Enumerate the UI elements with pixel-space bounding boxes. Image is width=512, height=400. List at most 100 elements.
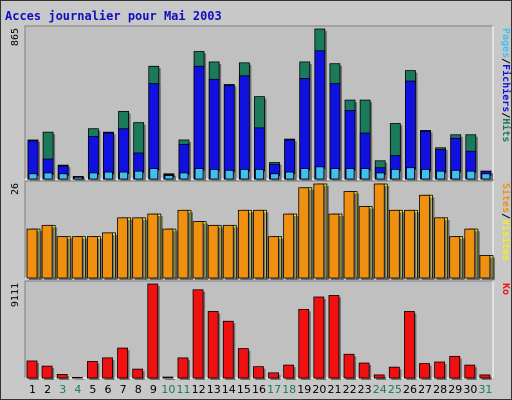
bar-pages bbox=[451, 169, 461, 180]
bar-sites bbox=[222, 224, 234, 279]
bar-ko bbox=[162, 376, 174, 379]
x-tick-label: 2 bbox=[44, 383, 51, 396]
x-tick-label: 23 bbox=[358, 383, 372, 396]
bar-ko bbox=[419, 363, 430, 379]
bar-sites bbox=[147, 213, 159, 279]
legend-item-fichiers: Fichiers bbox=[500, 64, 511, 112]
legend-item-visites: Visites bbox=[500, 219, 511, 261]
bar-pages bbox=[406, 167, 415, 180]
bar-shadow bbox=[481, 376, 492, 380]
x-tick-label: 11 bbox=[177, 383, 191, 396]
chart-panel-3: 9111 Ko bbox=[10, 280, 511, 380]
bar-sites bbox=[388, 209, 400, 279]
bar-sites bbox=[358, 206, 370, 279]
bar-ko bbox=[86, 361, 98, 379]
x-tick-label: 28 bbox=[433, 383, 447, 396]
bar-pages bbox=[28, 173, 38, 180]
bar-fichiers bbox=[299, 78, 311, 180]
x-tick-label: 12 bbox=[192, 383, 206, 396]
x-tick-label: 10 bbox=[161, 383, 175, 396]
bar-sites bbox=[253, 209, 264, 279]
x-tick-label: 20 bbox=[312, 383, 326, 396]
x-tick-label: 3 bbox=[59, 383, 66, 396]
bar-shadow bbox=[164, 379, 175, 380]
bar-sites bbox=[373, 183, 385, 279]
legend-item-hits: Hits bbox=[500, 118, 511, 142]
bar-pages bbox=[194, 168, 204, 180]
bar-ko bbox=[373, 374, 385, 379]
bar-ko bbox=[404, 311, 415, 379]
bar-pages bbox=[481, 173, 491, 180]
bar-sites bbox=[132, 217, 144, 279]
bar-pages bbox=[179, 172, 189, 180]
bar-sites bbox=[237, 209, 249, 279]
bar-sites bbox=[162, 228, 174, 279]
bar-pages bbox=[360, 168, 370, 180]
bar-sites bbox=[86, 236, 98, 279]
bar-sites bbox=[328, 213, 340, 279]
bar-ko bbox=[268, 372, 279, 379]
bar-fichiers bbox=[193, 65, 205, 180]
chart-panel-1: 865 Pages/Fichiers/Hits bbox=[10, 25, 511, 182]
x-tick-label: 8 bbox=[135, 383, 142, 396]
x-tick-label: 21 bbox=[327, 383, 341, 396]
bar-sites bbox=[41, 224, 53, 279]
legend-item-sites: Sites bbox=[500, 183, 511, 213]
x-tick-label: 18 bbox=[282, 383, 296, 396]
bar-ko bbox=[56, 373, 68, 379]
bar-sites bbox=[283, 213, 295, 279]
bar-pages bbox=[330, 168, 340, 180]
bar-fichiers bbox=[27, 140, 39, 180]
bar-ko bbox=[237, 348, 249, 379]
x-tick-label: 16 bbox=[252, 383, 266, 396]
bar-pages bbox=[390, 169, 400, 180]
y-max-label: 26 bbox=[10, 183, 21, 195]
x-tick-label: 13 bbox=[207, 383, 221, 396]
bar-ko bbox=[298, 308, 310, 379]
bar-sites bbox=[71, 236, 83, 279]
bar-sites bbox=[117, 217, 128, 279]
bar-fichiers bbox=[148, 83, 160, 180]
bar-ko bbox=[464, 364, 476, 379]
bar-fichiers bbox=[118, 128, 129, 180]
x-tick-label: 30 bbox=[463, 383, 477, 396]
x-tick-label: 5 bbox=[89, 383, 96, 396]
bar-sites bbox=[479, 255, 491, 279]
bar-sites bbox=[102, 232, 113, 279]
bar-shadow bbox=[74, 379, 85, 380]
bar-sites bbox=[343, 191, 355, 279]
x-tick-label: 31 bbox=[478, 383, 492, 396]
x-tick-label: 14 bbox=[222, 383, 236, 396]
bar-sites bbox=[313, 183, 325, 279]
bar-pages bbox=[255, 169, 264, 180]
bar-ko bbox=[102, 357, 113, 379]
y-max-label: 865 bbox=[10, 28, 21, 46]
bar-fichiers bbox=[208, 78, 220, 180]
bar-fichiers bbox=[314, 50, 326, 180]
bar-ko bbox=[358, 362, 370, 379]
bar-sites bbox=[404, 209, 415, 279]
x-tick-label: 1 bbox=[29, 383, 36, 396]
bar-sites bbox=[207, 224, 219, 279]
bar-ko bbox=[328, 295, 340, 379]
legend-item-ko: Ko bbox=[500, 283, 511, 295]
bar-pages bbox=[134, 170, 144, 180]
legend-separator: / bbox=[500, 58, 511, 64]
chart-panel-2: 26 Sites/Visites bbox=[10, 180, 511, 280]
bars bbox=[26, 183, 495, 280]
bar-ko bbox=[222, 320, 234, 379]
bar-ko bbox=[388, 366, 400, 379]
bar-fichiers bbox=[238, 75, 250, 180]
bar-shadow bbox=[76, 179, 85, 181]
series-legend: Pages/Fichiers/Hits bbox=[500, 28, 511, 142]
bars bbox=[27, 28, 493, 182]
bar-sites bbox=[298, 187, 310, 279]
x-tick-label: 9 bbox=[150, 383, 157, 396]
bar-pages bbox=[164, 175, 174, 180]
bar-ko bbox=[117, 347, 128, 379]
x-tick-label: 24 bbox=[373, 383, 387, 396]
chart-title: Acces journalier pour Mai 2003 bbox=[5, 9, 222, 23]
bar-fichiers bbox=[223, 84, 235, 180]
series-legend: Ko bbox=[500, 283, 511, 295]
